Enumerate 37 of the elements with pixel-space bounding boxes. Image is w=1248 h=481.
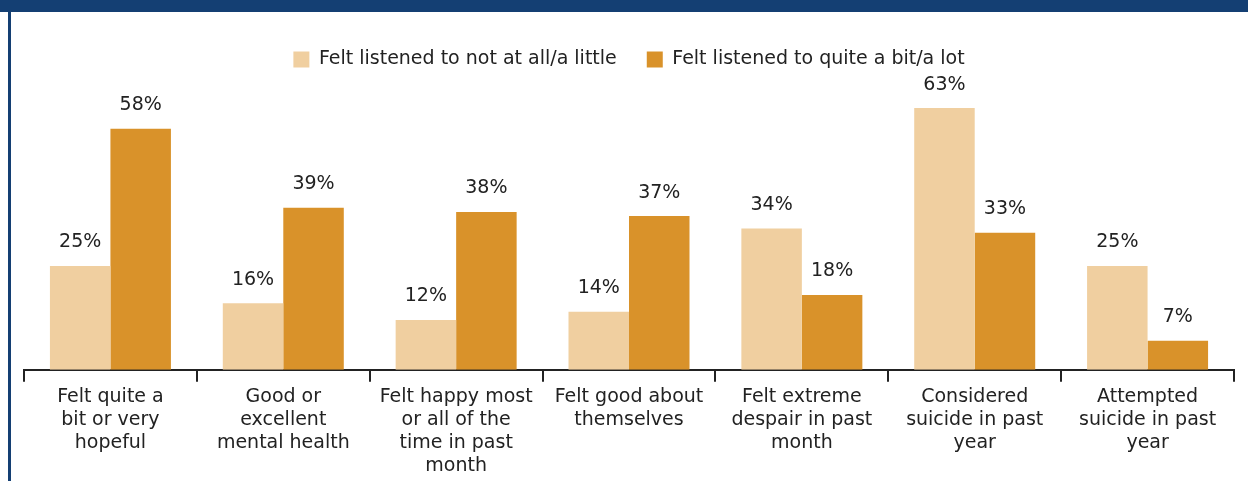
x-tick-label: Good or excellent mental health	[216, 384, 350, 452]
bar	[110, 128, 171, 370]
bar	[1147, 340, 1209, 370]
bar	[1087, 265, 1148, 370]
data-label: 58%	[119, 92, 162, 115]
bar	[801, 295, 863, 370]
data-label: 16%	[231, 266, 275, 289]
bar	[974, 232, 1036, 370]
bar	[568, 311, 629, 370]
x-tick-label: Felt good about themselves	[554, 384, 704, 429]
x-tick-label: Felt extreme despair in past month	[731, 384, 873, 452]
data-label: 38%	[465, 175, 508, 198]
data-label: 33%	[983, 196, 1027, 219]
bar	[395, 319, 457, 370]
data-label: 7%	[1162, 304, 1193, 327]
data-label: 37%	[638, 179, 681, 202]
legend-label: Felt listened to quite a bit/a lot	[672, 46, 965, 69]
x-tick-label: Felt happy most or all of the time in past month	[379, 384, 533, 475]
bar	[222, 303, 284, 370]
legend-label: Felt listened to not at all/a little	[318, 46, 617, 69]
bar	[741, 228, 802, 370]
data-label: 18%	[810, 258, 854, 281]
data-label: 14%	[577, 275, 620, 298]
bar	[629, 216, 690, 370]
data-label: 25%	[59, 229, 102, 252]
data-label: 25%	[1096, 229, 1139, 252]
x-tick-label: Attempted suicide in past year	[1078, 384, 1217, 452]
x-tick-label: Considered suicide in past year	[906, 384, 1044, 452]
bar	[914, 108, 975, 370]
data-label: 63%	[923, 71, 966, 94]
bar	[456, 211, 517, 370]
bar	[283, 207, 344, 370]
bar	[49, 265, 111, 370]
data-label: 12%	[404, 283, 448, 306]
data-label: 34%	[750, 191, 793, 214]
x-tick-label: Felt quite a bit or very hopeful	[57, 384, 164, 452]
data-label: 39%	[292, 171, 335, 194]
